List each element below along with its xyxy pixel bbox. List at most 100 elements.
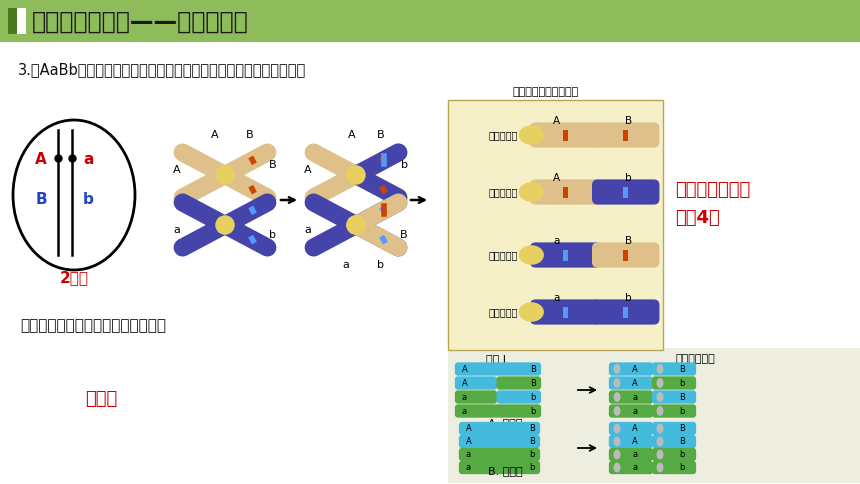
Ellipse shape: [613, 463, 621, 472]
Text: b: b: [401, 160, 408, 170]
Text: 3.若AaBb个体的基因位置如图所示，这个细胞可能会产生几种配子？: 3.若AaBb个体的基因位置如图所示，这个细胞可能会产生几种配子？: [18, 62, 306, 77]
FancyBboxPatch shape: [8, 8, 26, 34]
Text: a: a: [462, 393, 467, 402]
Text: b: b: [625, 173, 632, 183]
Text: b: b: [83, 193, 94, 208]
Text: B: B: [269, 160, 277, 170]
Ellipse shape: [347, 165, 366, 185]
Ellipse shape: [347, 215, 366, 235]
Ellipse shape: [519, 302, 544, 322]
Text: b: b: [530, 463, 535, 472]
FancyBboxPatch shape: [609, 448, 653, 461]
Text: B: B: [530, 378, 536, 388]
FancyBboxPatch shape: [609, 391, 653, 404]
Text: a: a: [462, 407, 467, 415]
Text: 亲本染色体: 亲本染色体: [488, 307, 518, 317]
Text: 减数分裂后的四个产物: 减数分裂后的四个产物: [513, 87, 579, 97]
Text: A: A: [173, 165, 181, 175]
FancyBboxPatch shape: [592, 180, 660, 205]
FancyBboxPatch shape: [496, 377, 541, 390]
Text: b: b: [530, 450, 535, 459]
Text: A: A: [553, 116, 560, 126]
Ellipse shape: [215, 215, 235, 235]
Text: a: a: [174, 225, 181, 235]
FancyBboxPatch shape: [459, 422, 540, 435]
FancyBboxPatch shape: [652, 461, 696, 474]
Text: A: A: [632, 364, 637, 374]
FancyBboxPatch shape: [459, 461, 540, 474]
Text: a: a: [632, 407, 637, 415]
Bar: [562, 186, 568, 197]
Text: b: b: [531, 393, 536, 402]
Ellipse shape: [613, 450, 621, 459]
Text: A: A: [348, 130, 356, 140]
Ellipse shape: [656, 463, 664, 472]
Ellipse shape: [656, 450, 664, 459]
Ellipse shape: [613, 378, 621, 388]
Text: A: A: [462, 364, 468, 374]
Text: 不一定: 不一定: [85, 390, 117, 408]
FancyBboxPatch shape: [609, 363, 653, 376]
Text: b: b: [679, 450, 685, 459]
FancyBboxPatch shape: [652, 422, 696, 435]
FancyBboxPatch shape: [448, 420, 860, 483]
Text: a: a: [632, 450, 637, 459]
Text: B: B: [378, 130, 384, 140]
Text: B: B: [35, 193, 47, 208]
Text: A: A: [35, 152, 47, 167]
FancyBboxPatch shape: [652, 391, 696, 404]
Text: 前期 I: 前期 I: [486, 354, 506, 364]
FancyBboxPatch shape: [530, 122, 601, 148]
Text: b: b: [269, 230, 277, 240]
Text: B: B: [679, 437, 685, 446]
Text: b: b: [625, 293, 632, 303]
FancyBboxPatch shape: [652, 377, 696, 390]
FancyBboxPatch shape: [455, 404, 541, 418]
FancyBboxPatch shape: [530, 242, 601, 268]
Text: a: a: [83, 152, 94, 167]
Ellipse shape: [656, 437, 664, 446]
Text: 实际上最多可能: 实际上最多可能: [675, 181, 750, 199]
FancyBboxPatch shape: [448, 348, 860, 482]
Text: B: B: [400, 230, 408, 240]
Ellipse shape: [519, 245, 544, 265]
Text: a: a: [632, 463, 637, 472]
Bar: [562, 306, 568, 318]
FancyBboxPatch shape: [530, 300, 601, 325]
Text: b: b: [531, 407, 536, 415]
Text: b: b: [378, 260, 384, 270]
Bar: [623, 186, 628, 197]
Ellipse shape: [656, 406, 664, 416]
Text: 形成4种: 形成4种: [675, 209, 720, 227]
Text: 亲本染色体: 亲本染色体: [488, 130, 518, 140]
Ellipse shape: [613, 392, 621, 402]
Text: B: B: [529, 437, 535, 446]
Text: a: a: [466, 450, 471, 459]
Text: a: a: [304, 225, 311, 235]
FancyBboxPatch shape: [609, 461, 653, 474]
Text: B. 双交换: B. 双交换: [488, 466, 522, 476]
Text: b: b: [679, 378, 685, 388]
Ellipse shape: [656, 364, 664, 374]
Text: A: A: [466, 424, 472, 433]
Ellipse shape: [613, 364, 621, 374]
Text: B: B: [679, 393, 685, 402]
FancyBboxPatch shape: [459, 448, 540, 461]
FancyBboxPatch shape: [609, 404, 653, 418]
Text: A: A: [462, 378, 468, 388]
Text: a: a: [342, 260, 349, 270]
Text: B: B: [625, 236, 632, 246]
FancyBboxPatch shape: [609, 422, 653, 435]
Ellipse shape: [656, 392, 664, 402]
FancyBboxPatch shape: [652, 363, 696, 376]
Text: A: A: [304, 165, 312, 175]
Text: 交叉互换是否一定会导致基因重组？: 交叉互换是否一定会导致基因重组？: [20, 318, 166, 333]
Text: 2种？: 2种？: [59, 270, 89, 285]
Bar: [562, 130, 568, 140]
Ellipse shape: [215, 165, 235, 185]
Text: a: a: [466, 463, 471, 472]
Ellipse shape: [347, 165, 366, 185]
Text: B: B: [530, 364, 536, 374]
FancyBboxPatch shape: [8, 8, 17, 34]
FancyBboxPatch shape: [652, 448, 696, 461]
